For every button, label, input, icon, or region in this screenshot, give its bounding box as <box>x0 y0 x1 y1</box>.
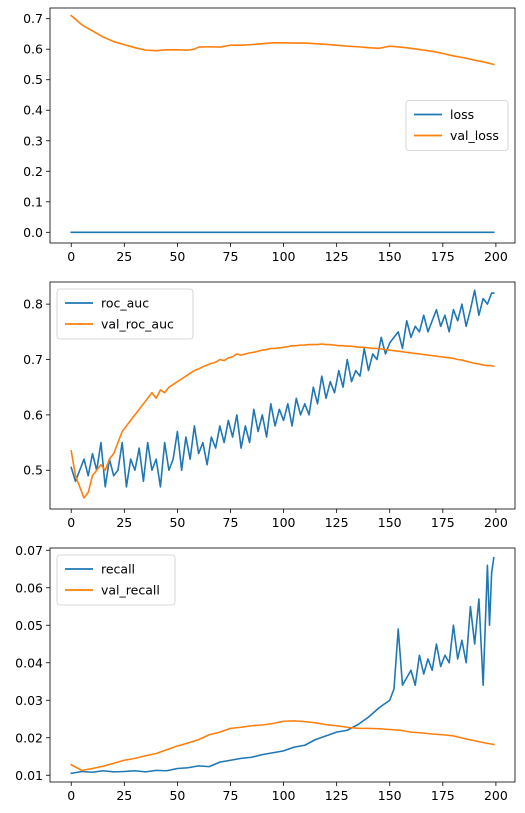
plot-frame <box>49 547 516 783</box>
y-tick-label: 0.5 <box>23 72 43 87</box>
legend-label: roc_auc <box>101 296 149 311</box>
series-line-val-recall <box>70 720 495 772</box>
legend-label: val_loss <box>450 128 499 143</box>
x-tick-label: 50 <box>169 515 185 530</box>
x-tick-label: 150 <box>378 515 402 530</box>
y-tick-label: 0.05 <box>15 618 43 633</box>
chart-panel-3: 0 25 50 75 100 125 150 175 200 0.01 0.02 0.03 0.04 0.… <box>15 543 516 803</box>
y-tick-label: 0.8 <box>23 297 43 312</box>
y-tick-label: 0.0 <box>23 225 43 240</box>
y-tick-label: 0.01 <box>15 768 43 783</box>
legend-label: loss <box>450 107 474 122</box>
plot-area <box>70 14 495 234</box>
y-tick-label: 0.4 <box>23 103 43 118</box>
y-tick-label: 0.06 <box>15 580 43 595</box>
x-tick-label: 100 <box>272 515 296 530</box>
y-tick-label: 0.2 <box>23 164 43 179</box>
y-tick-label: 0.7 <box>23 11 43 26</box>
y-tick-label: 0.6 <box>23 407 43 422</box>
y-tick-label: 0.1 <box>23 194 43 209</box>
x-tick-label: 75 <box>223 249 239 264</box>
legend: loss val_loss <box>405 100 509 151</box>
x-tick-label: 125 <box>325 788 349 803</box>
x-tick-label: 0 <box>67 249 75 264</box>
y-tick-label: 0.02 <box>15 730 43 745</box>
x-tick-label: 125 <box>325 249 349 264</box>
legend: roc_auc val_roc_auc <box>56 288 194 340</box>
y-tick-label: 0.3 <box>23 133 43 148</box>
x-tick-label: 150 <box>378 788 402 803</box>
x-tick-label: 100 <box>272 249 296 264</box>
plot-frame <box>49 281 516 510</box>
plot-frame <box>49 7 516 244</box>
x-tick-label: 150 <box>378 249 402 264</box>
legend: recall val_recall <box>56 554 176 606</box>
legend-label: val_roc_auc <box>101 317 174 332</box>
x-tick-label: 25 <box>116 788 132 803</box>
x-tick-label: 200 <box>484 788 508 803</box>
y-tick-label: 0.7 <box>23 352 43 367</box>
x-tick-label: 0 <box>67 515 75 530</box>
x-tick-label: 175 <box>431 515 455 530</box>
y-tick-label: 0.03 <box>15 693 43 708</box>
legend-label: val_recall <box>101 583 160 598</box>
chart-panel-2: 0 25 50 75 100 125 150 175 200 0.5 0.6 0.7 0.8 roc_au… <box>23 281 516 530</box>
x-tick-label: 75 <box>223 788 239 803</box>
y-tick-label: 0.07 <box>15 543 43 558</box>
series-line-recall <box>70 556 495 775</box>
y-tick-label: 0.5 <box>23 463 43 478</box>
series-line-val-roc-auc <box>70 343 495 499</box>
legend-box <box>56 554 176 606</box>
x-tick-label: 125 <box>325 515 349 530</box>
x-tick-label: 200 <box>484 515 508 530</box>
y-tick-label: 0.6 <box>23 42 43 57</box>
x-tick-label: 175 <box>431 249 455 264</box>
legend-box <box>405 100 509 151</box>
series-line-val-loss <box>70 14 495 66</box>
legend-box <box>56 288 194 340</box>
plot-area <box>70 556 495 775</box>
x-tick-label: 175 <box>431 788 455 803</box>
y-tick-label: 0.04 <box>15 655 43 670</box>
x-tick-label: 75 <box>223 515 239 530</box>
x-tick-label: 200 <box>484 249 508 264</box>
x-tick-label: 50 <box>169 788 185 803</box>
series-line-roc-auc <box>70 289 495 488</box>
x-tick-label: 0 <box>67 788 75 803</box>
x-tick-label: 25 <box>116 515 132 530</box>
x-tick-label: 50 <box>169 249 185 264</box>
legend-label: recall <box>101 562 135 577</box>
chart-panel-1: 0 25 50 75 100 125 150 175 200 0.0 0.1 0.2 0.3 0.4 0.5… <box>23 7 516 264</box>
x-tick-label: 25 <box>116 249 132 264</box>
plot-area <box>70 289 495 499</box>
x-tick-label: 100 <box>272 788 296 803</box>
